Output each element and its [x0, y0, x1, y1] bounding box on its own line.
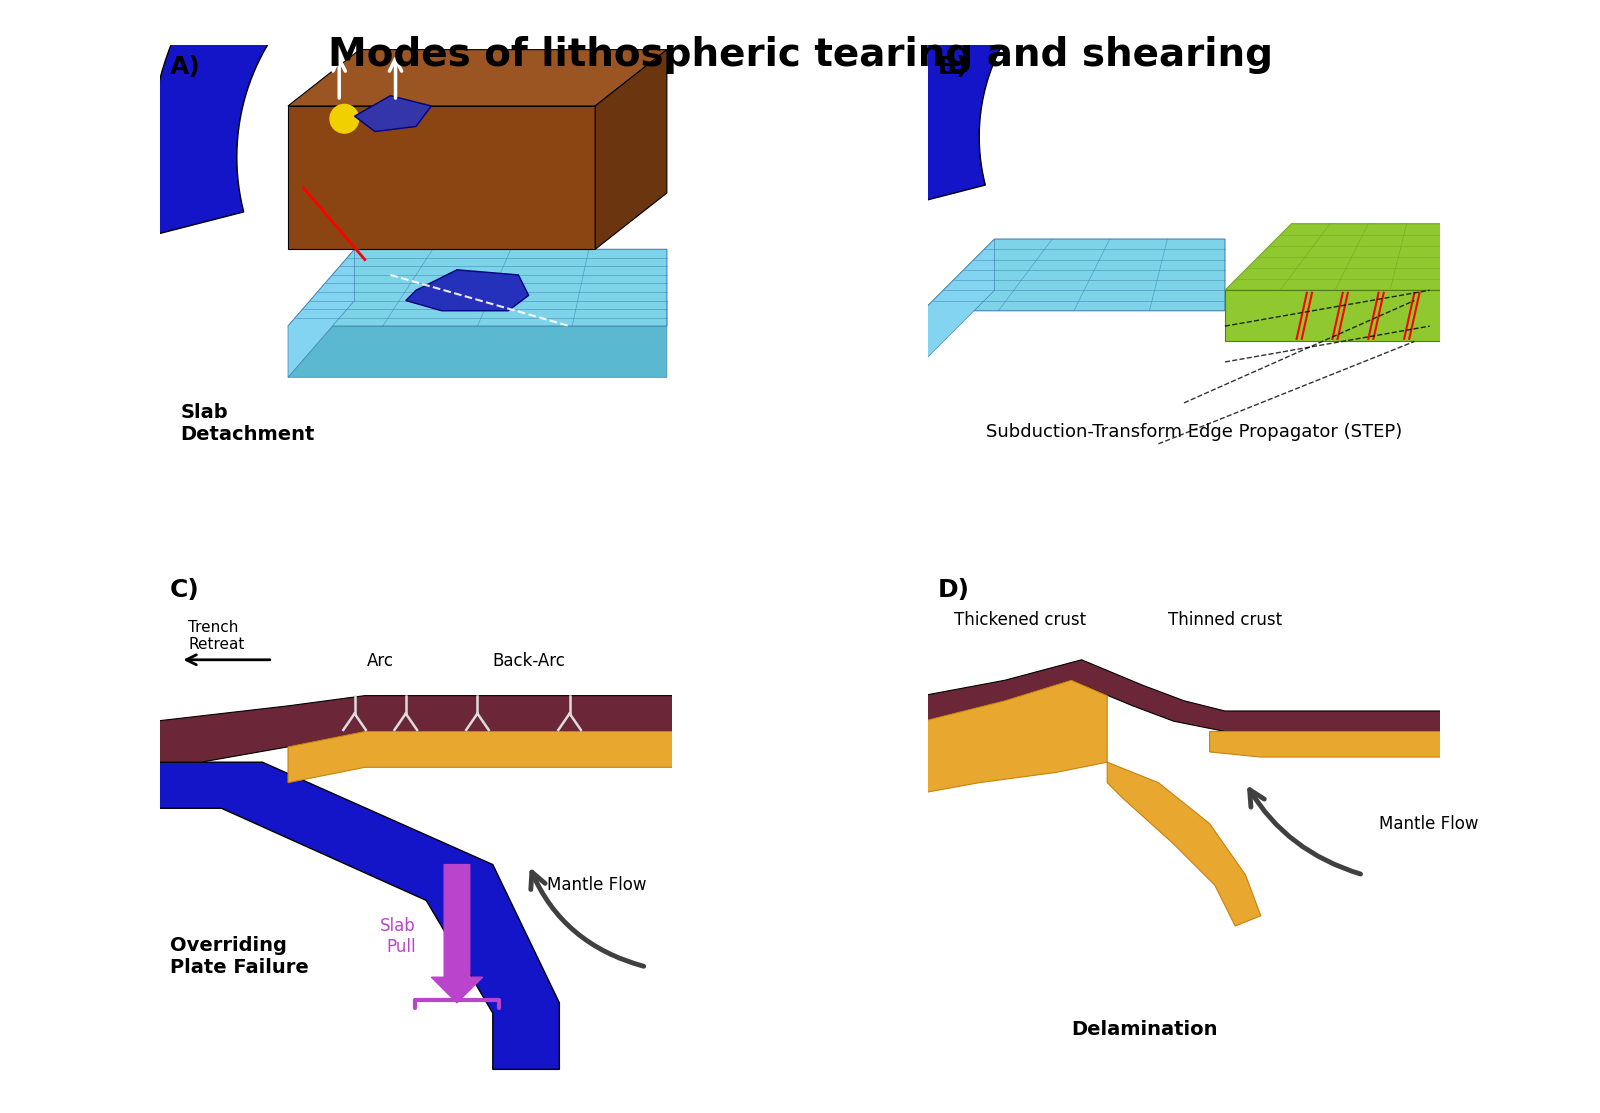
Polygon shape [288, 249, 355, 377]
Polygon shape [1210, 731, 1445, 757]
Text: Slab
Detachment: Slab Detachment [181, 403, 315, 444]
Circle shape [330, 105, 358, 134]
Text: Overriding
Plate Failure: Overriding Plate Failure [170, 936, 309, 977]
Text: Subduction-Transform Edge Propagator (STEP): Subduction-Transform Edge Propagator (ST… [986, 423, 1402, 442]
Text: Arc: Arc [366, 652, 394, 670]
Polygon shape [1226, 290, 1445, 342]
Text: Trench
Retreat: Trench Retreat [189, 620, 245, 652]
Polygon shape [288, 731, 677, 782]
Text: B): B) [938, 55, 968, 79]
FancyArrow shape [432, 865, 483, 1003]
Polygon shape [1107, 762, 1261, 926]
Text: Thinned crust: Thinned crust [1168, 611, 1282, 629]
Polygon shape [288, 249, 667, 326]
Text: D): D) [938, 578, 970, 602]
Polygon shape [288, 106, 595, 249]
Polygon shape [355, 96, 432, 131]
Text: Delamination: Delamination [1072, 1020, 1218, 1038]
Polygon shape [155, 762, 560, 1070]
Text: C): C) [170, 578, 200, 602]
Text: Modes of lithospheric tearing and shearing: Modes of lithospheric tearing and sheari… [328, 36, 1272, 73]
Text: Mantle Flow: Mantle Flow [547, 876, 646, 894]
Polygon shape [923, 680, 1107, 792]
Text: Thickened crust: Thickened crust [954, 611, 1086, 629]
Polygon shape [923, 239, 995, 362]
Text: Mantle Flow: Mantle Flow [1379, 815, 1478, 833]
Polygon shape [288, 301, 667, 377]
Text: A): A) [170, 55, 202, 79]
Polygon shape [595, 50, 667, 249]
Polygon shape [923, 660, 1445, 731]
Polygon shape [923, 239, 1226, 311]
Polygon shape [1226, 224, 1445, 290]
Polygon shape [893, 0, 1162, 207]
Polygon shape [406, 269, 528, 311]
Polygon shape [155, 696, 677, 762]
Text: Back-Arc: Back-Arc [493, 652, 565, 670]
Text: Slab
Pull: Slab Pull [381, 917, 416, 956]
Polygon shape [288, 50, 667, 106]
Polygon shape [150, 0, 443, 234]
